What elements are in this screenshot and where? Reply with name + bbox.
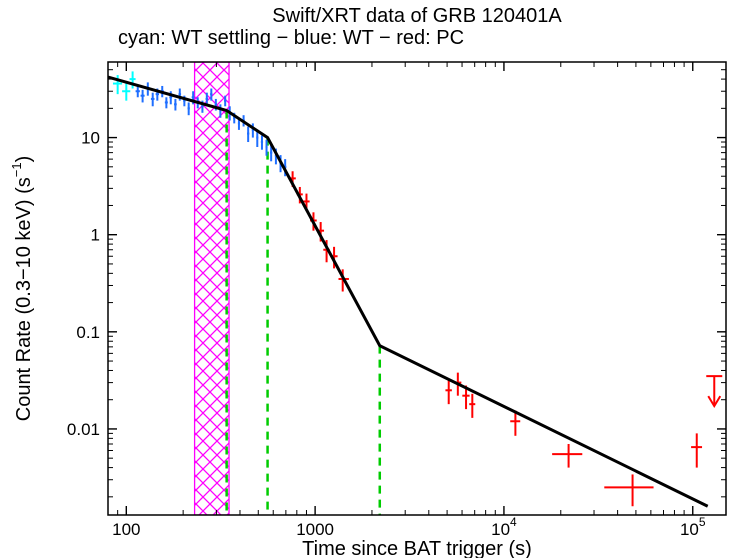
hatch-region	[195, 62, 229, 515]
y-tick-label: 10	[81, 129, 100, 148]
x-tick-label: 105	[680, 515, 706, 539]
x-tick-label: 104	[491, 515, 517, 539]
chart-container: 100 1000 104 105 0.01 0.1 1 10 Time since BAT tr…	[0, 0, 746, 558]
chart-svg: 100 1000 104 105 0.01 0.1 1 10 Time since BAT tr…	[0, 0, 746, 558]
chart-subtitle: cyan: WT settling − blue: WT − red: PC	[118, 27, 464, 49]
x-axis-label: Time since BAT trigger (s)	[302, 538, 532, 558]
chart-title: Swift/XRT data of GRB 120401A	[272, 5, 562, 27]
y-tick-label: 0.01	[67, 420, 100, 439]
y-axis-label: Count Rate (0.3−10 keV) (s−1)	[9, 156, 35, 422]
x-tick-label: 100	[112, 520, 140, 539]
y-tick-label: 1	[91, 226, 100, 245]
x-tick-label: 1000	[296, 520, 334, 539]
y-tick-label: 0.1	[76, 323, 100, 342]
